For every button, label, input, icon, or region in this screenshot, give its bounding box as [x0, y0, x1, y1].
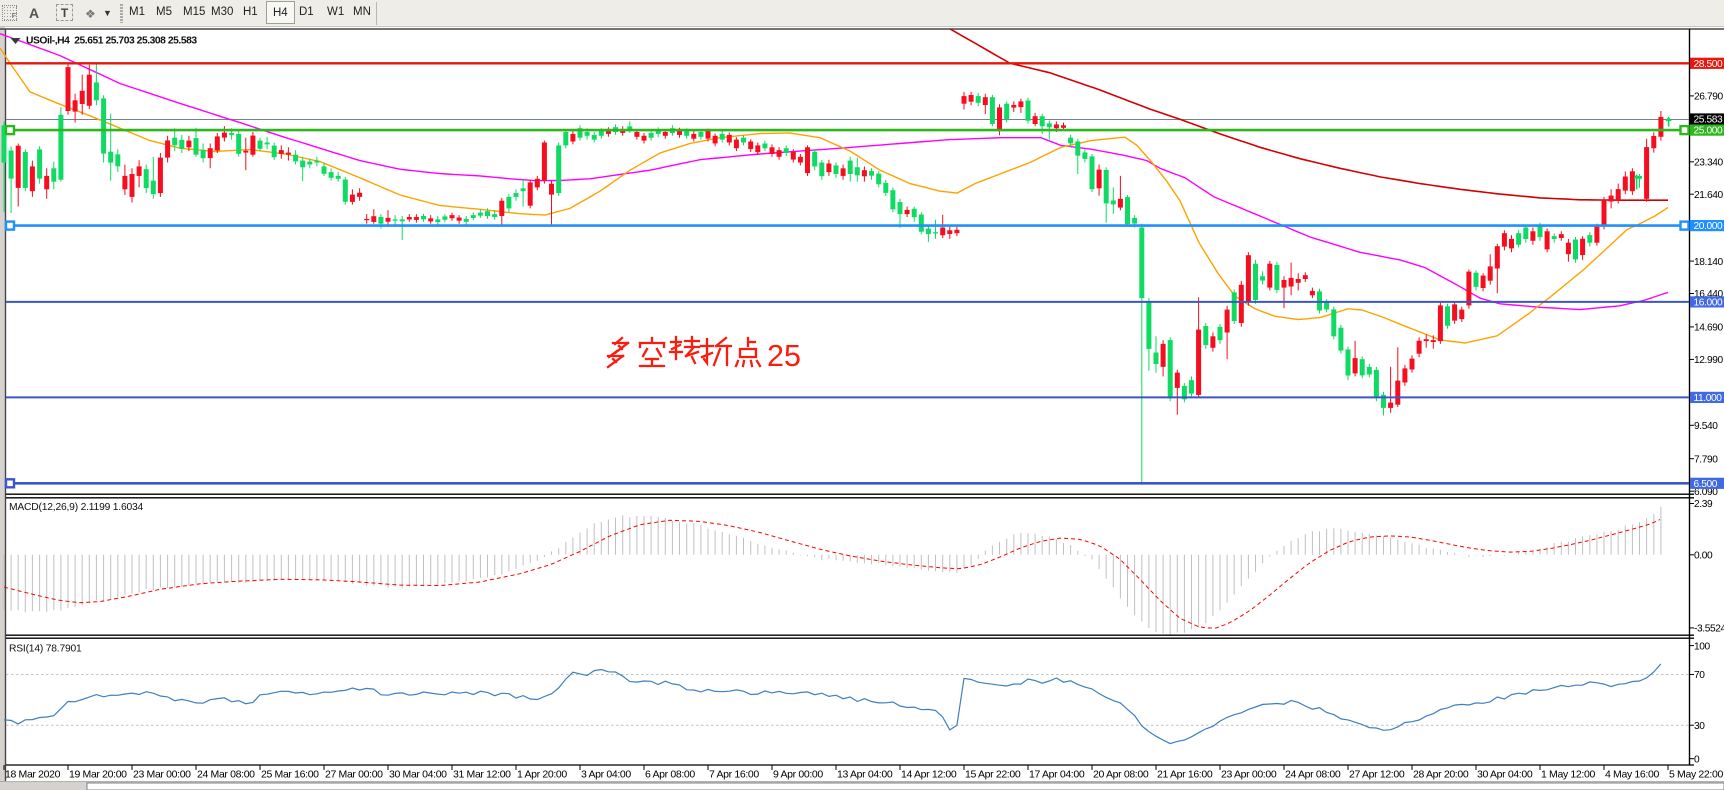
- svg-text:18.140: 18.140: [1694, 257, 1723, 268]
- svg-text:16.440: 16.440: [1694, 289, 1723, 300]
- svg-text:23 Mar 00:00: 23 Mar 00:00: [133, 769, 191, 781]
- svg-text:24 Mar 08:00: 24 Mar 08:00: [197, 769, 255, 781]
- svg-text:18 Mar 2020: 18 Mar 2020: [5, 769, 61, 781]
- svg-text:28.500: 28.500: [1694, 59, 1723, 70]
- svg-text:13 Apr 04:00: 13 Apr 04:00: [837, 769, 893, 781]
- svg-text:28 Apr 20:00: 28 Apr 20:00: [1413, 769, 1469, 781]
- svg-text:6 Apr 08:00: 6 Apr 08:00: [645, 769, 695, 781]
- svg-text:14 Apr 12:00: 14 Apr 12:00: [901, 769, 957, 781]
- svg-text:70: 70: [1694, 670, 1705, 681]
- svg-text:20 Apr 08:00: 20 Apr 08:00: [1093, 769, 1149, 781]
- svg-text:27 Mar 00:00: 27 Mar 00:00: [325, 769, 383, 781]
- svg-text:100: 100: [1694, 641, 1711, 652]
- svg-text:25.583: 25.583: [1694, 115, 1723, 126]
- svg-text:20.000: 20.000: [1694, 221, 1723, 232]
- svg-text:7.790: 7.790: [1694, 454, 1718, 465]
- svg-text:27 Apr 12:00: 27 Apr 12:00: [1349, 769, 1405, 781]
- svg-text:26.790: 26.790: [1694, 92, 1723, 103]
- svg-text:24 Apr 08:00: 24 Apr 08:00: [1285, 769, 1341, 781]
- svg-text:25: 25: [767, 339, 801, 373]
- svg-text:14.690: 14.690: [1694, 323, 1723, 334]
- svg-text:USOil-,H4 25.651 25.703 25.30: USOil-,H4 25.651 25.703 25.308 25.583: [26, 36, 197, 47]
- svg-text:0: 0: [1694, 754, 1700, 765]
- svg-text:16.000: 16.000: [1694, 298, 1723, 309]
- svg-text:23 Apr 00:00: 23 Apr 00:00: [1221, 769, 1277, 781]
- svg-text:30: 30: [1694, 721, 1705, 732]
- svg-text:6.500: 6.500: [1694, 479, 1718, 490]
- svg-text:3 Apr 04:00: 3 Apr 04:00: [581, 769, 631, 781]
- svg-text:25.000: 25.000: [1694, 126, 1723, 137]
- svg-text:-3.5524: -3.5524: [1694, 624, 1724, 635]
- svg-text:1 Apr 20:00: 1 Apr 20:00: [517, 769, 567, 781]
- svg-text:5 May 22:00: 5 May 22:00: [1669, 769, 1723, 781]
- svg-text:1 May 12:00: 1 May 12:00: [1541, 769, 1595, 781]
- svg-text:25 Mar 16:00: 25 Mar 16:00: [261, 769, 319, 781]
- svg-text:19 Mar 20:00: 19 Mar 20:00: [69, 769, 127, 781]
- svg-text:4 May 16:00: 4 May 16:00: [1605, 769, 1659, 781]
- svg-text:30 Mar 04:00: 30 Mar 04:00: [389, 769, 447, 781]
- svg-text:RSI(14) 78.7901: RSI(14) 78.7901: [9, 644, 82, 655]
- svg-text:31 Mar 12:00: 31 Mar 12:00: [453, 769, 511, 781]
- svg-text:0.00: 0.00: [1694, 551, 1713, 562]
- svg-text:30 Apr 04:00: 30 Apr 04:00: [1477, 769, 1533, 781]
- svg-text:9 Apr 00:00: 9 Apr 00:00: [773, 769, 823, 781]
- svg-text:MACD(12,26,9) 2.1199 1.6034: MACD(12,26,9) 2.1199 1.6034: [9, 502, 144, 513]
- svg-text:23.340: 23.340: [1694, 158, 1723, 169]
- svg-text:6.090: 6.090: [1694, 487, 1718, 498]
- svg-text:21.640: 21.640: [1694, 190, 1723, 201]
- svg-text:21 Apr 16:00: 21 Apr 16:00: [1157, 769, 1213, 781]
- svg-text:15 Apr 22:00: 15 Apr 22:00: [965, 769, 1021, 781]
- svg-text:7 Apr 16:00: 7 Apr 16:00: [709, 769, 759, 781]
- svg-text:11.000: 11.000: [1694, 393, 1723, 404]
- svg-text:17 Apr 04:00: 17 Apr 04:00: [1029, 769, 1085, 781]
- svg-text:12.990: 12.990: [1694, 355, 1723, 366]
- svg-text:9.540: 9.540: [1694, 421, 1718, 432]
- svg-text:2.39: 2.39: [1694, 499, 1713, 510]
